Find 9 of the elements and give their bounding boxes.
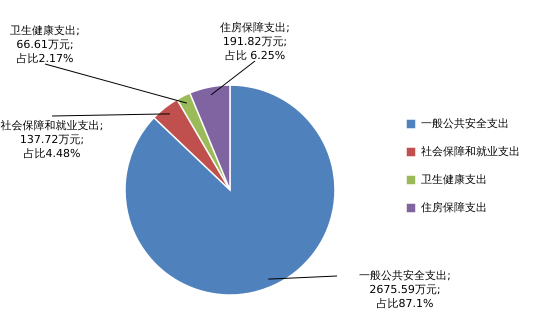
legend-label: 社会保障和就业支出 (421, 145, 520, 158)
data-label: 卫生健康支出; 66.61万元; 占比2.17% (10, 24, 80, 65)
data-label: 住房保障支出; 191.82万元;占比 6.25% (220, 21, 290, 62)
legend-label: 住房保障支出 (421, 201, 487, 214)
legend-label: 卫生健康支出 (421, 173, 487, 186)
pie-slice (124, 84, 336, 296)
data-label: 一般公共安全支出; 2675.59万元; 占比87.1% (359, 269, 451, 310)
legend-label: 一般公共安全支出 (421, 117, 509, 130)
data-label: 社会保障和就业支出; 137.72万元; 占比4.48% (0, 119, 104, 160)
